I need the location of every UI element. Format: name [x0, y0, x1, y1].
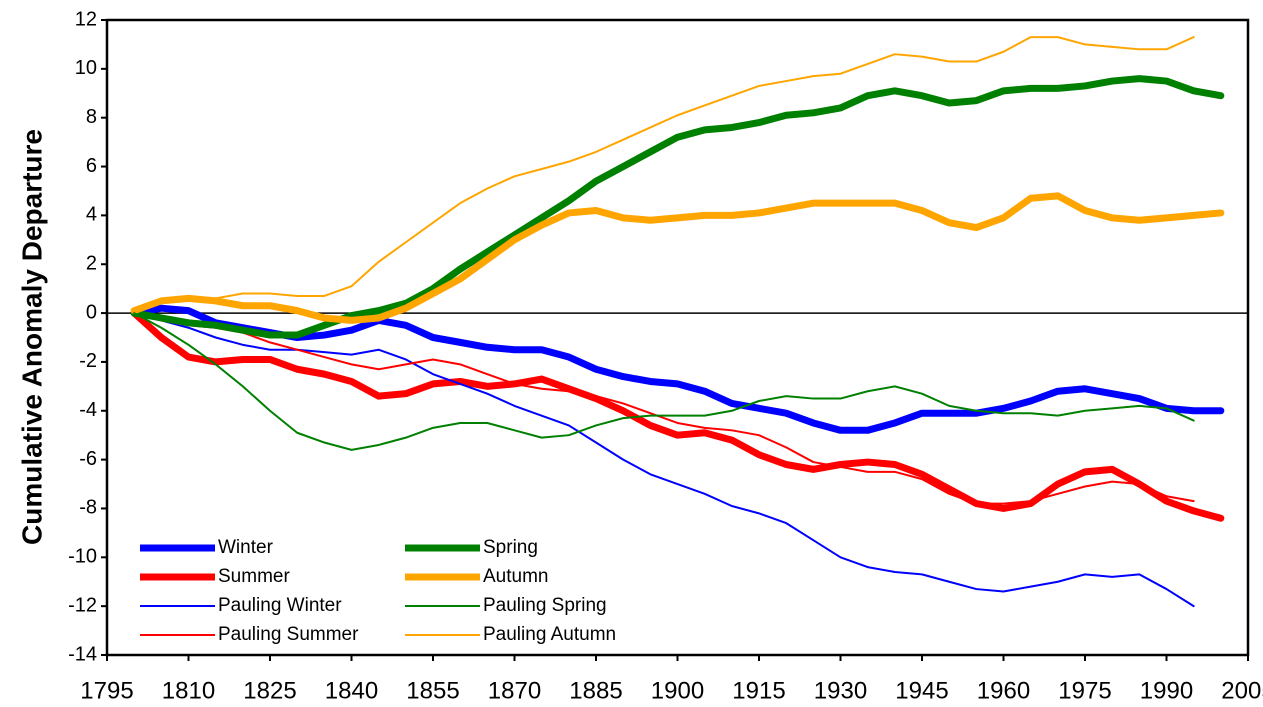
y-tick-label: -14 [68, 643, 97, 665]
legend-label: Summer [218, 566, 290, 587]
x-tick-label: 1930 [814, 677, 867, 704]
x-tick-label: 1885 [569, 677, 622, 704]
y-tick-label: -8 [79, 497, 97, 519]
series-line [130, 192, 1225, 324]
x-tick-label: 1810 [162, 677, 215, 704]
x-tick-label: 1870 [488, 677, 541, 704]
y-tick-label: -12 [68, 594, 97, 616]
series-line [130, 309, 1225, 522]
x-tick-label: 1855 [406, 677, 459, 704]
legend-label: Pauling Autumn [483, 624, 616, 645]
legend-label: Winter [218, 537, 274, 558]
y-tick-label: 8 [86, 106, 97, 128]
series-line [130, 75, 1225, 339]
series-line [133, 312, 1195, 451]
x-tick-label: 1990 [1140, 677, 1193, 704]
legend-label: Pauling Winter [218, 595, 342, 616]
y-tick-label: -2 [79, 350, 97, 372]
legend-label: Spring [483, 537, 538, 558]
y-tick-label: -10 [68, 546, 97, 568]
series-line [133, 36, 1195, 310]
x-tick-label: 1825 [243, 677, 296, 704]
x-tick-label: 1900 [651, 677, 704, 704]
x-tick-label: 1960 [977, 677, 1030, 704]
y-axis-label: Cumulative Anomaly Departure [16, 129, 47, 545]
y-tick-label: 12 [75, 8, 97, 30]
plot-border [105, 18, 1250, 657]
x-tick-label: 2005 [1221, 677, 1263, 704]
y-tick-label: 10 [75, 57, 97, 79]
y-tick-label: 2 [86, 253, 97, 275]
series-line [130, 304, 1225, 434]
y-tick-label: -4 [79, 399, 97, 421]
y-tick-label: 6 [86, 155, 97, 177]
y-tick-label: 4 [86, 204, 97, 226]
y-tick-label: 0 [86, 301, 97, 323]
x-tick-label: 1915 [732, 677, 785, 704]
series-line [133, 312, 1195, 505]
legend-label: Pauling Summer [218, 624, 359, 645]
legend-label: Pauling Spring [483, 595, 607, 616]
x-tick-label: 1945 [895, 677, 948, 704]
x-tick-label: 1795 [80, 677, 133, 704]
x-tick-label: 1975 [1058, 677, 1111, 704]
series-line [133, 312, 1195, 608]
x-tick-label: 1840 [325, 677, 378, 704]
legend-label: Autumn [483, 566, 548, 587]
y-tick-label: -6 [79, 448, 97, 470]
